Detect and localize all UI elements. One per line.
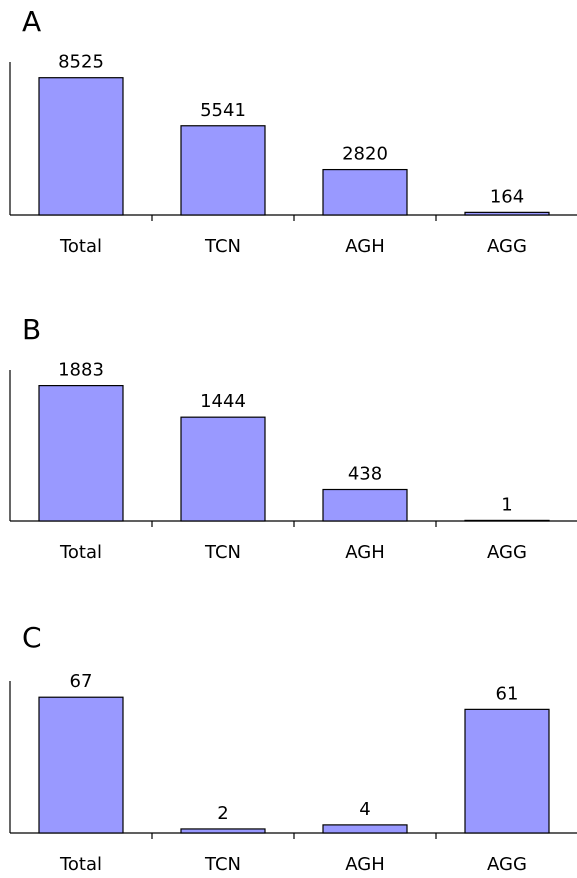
bar-tcn — [180, 125, 266, 216]
x-tick-label: TCN — [204, 854, 241, 875]
data-label: 67 — [70, 671, 93, 692]
bar-total — [38, 77, 124, 216]
chart-panel-c: C 67 Total 2 TCN 4 AGH 61 AGG — [9, 621, 577, 875]
x-tick-label: AGH — [345, 854, 384, 875]
x-tick-label: AGH — [345, 236, 384, 257]
x-tick-label: AGG — [487, 236, 527, 257]
x-tick-label: TCN — [204, 236, 241, 257]
x-tick-label: Total — [59, 236, 102, 257]
data-label: 1883 — [58, 360, 104, 381]
bar-agh — [322, 824, 408, 834]
bar-tcn — [180, 828, 266, 834]
panel-letter: B — [22, 313, 41, 346]
panel-letter: A — [22, 5, 41, 38]
bar-total — [38, 696, 124, 834]
data-label: 8525 — [58, 52, 104, 73]
bar-agg — [464, 211, 550, 216]
data-label: 1 — [501, 494, 512, 515]
data-label: 438 — [348, 464, 382, 485]
x-tick-label: AGG — [487, 854, 527, 875]
bar-tcn — [180, 416, 266, 522]
bar-agh — [322, 168, 408, 216]
data-label: 61 — [496, 683, 519, 704]
x-tick-label: Total — [59, 542, 102, 563]
data-label: 2 — [217, 803, 228, 824]
data-label: 1444 — [200, 391, 246, 412]
bar-agh — [322, 488, 408, 522]
bar-agg — [464, 519, 550, 522]
chart-panel-a: A 8525 Total 5541 TCN 2820 AGH 164 AGG — [9, 5, 577, 257]
data-label: 164 — [490, 186, 524, 207]
panel-letter: C — [22, 621, 42, 654]
x-tick-label: AGH — [345, 542, 384, 563]
bar-total — [38, 385, 124, 522]
chart-panel-b: B 1883 Total 1444 TCN 438 AGH 1 AGG — [9, 313, 577, 563]
bar-agg — [464, 708, 550, 834]
x-tick-label: AGG — [487, 542, 527, 563]
data-label: 5541 — [200, 100, 246, 121]
data-label: 4 — [359, 799, 370, 820]
x-tick-label: TCN — [204, 542, 241, 563]
x-tick-label: Total — [59, 854, 102, 875]
data-label: 2820 — [342, 144, 388, 165]
